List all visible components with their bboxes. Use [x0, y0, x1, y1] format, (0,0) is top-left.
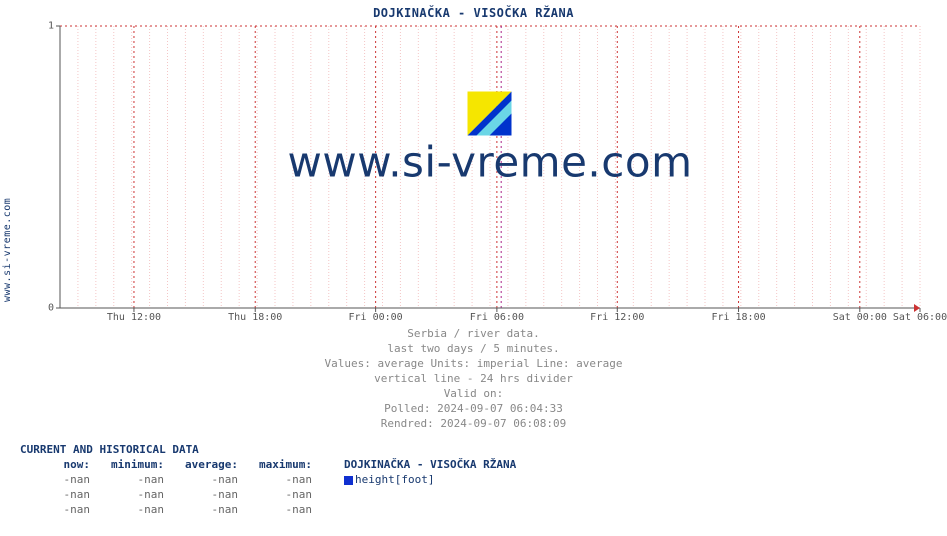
- series-row-label: [338, 487, 520, 502]
- data-cell: -nan: [242, 472, 316, 487]
- data-cell: -nan: [94, 487, 168, 502]
- x-tick-label: Fri 00:00: [349, 308, 403, 323]
- data-table: now:minimum:average:maximum: DOJKINAČKA -…: [20, 457, 520, 517]
- data-cell: -nan: [242, 487, 316, 502]
- plot-area: www.si-vreme.com 0 1 Thu 12:00Thu 18:00F…: [60, 26, 920, 308]
- chart-panel: www.si-vreme.com DOJKINAČKA - VISOČKA RŽ…: [0, 0, 947, 536]
- side-url-label: www.si-vreme.com: [2, 170, 12, 330]
- meta-line: last two days / 5 minutes.: [0, 341, 947, 356]
- table-row: -nan-nan-nan-nan: [20, 487, 520, 502]
- series-title: DOJKINAČKA - VISOČKA RŽANA: [338, 457, 520, 472]
- data-col-header: now:: [20, 457, 94, 472]
- x-tick-label: Fri 06:00: [470, 308, 524, 323]
- data-cell: -nan: [242, 502, 316, 517]
- data-cell: -nan: [168, 502, 242, 517]
- series-row-label: [338, 502, 520, 517]
- data-cell: -nan: [20, 472, 94, 487]
- data-cell: -nan: [94, 502, 168, 517]
- data-col-header: average:: [168, 457, 242, 472]
- data-cell: -nan: [20, 487, 94, 502]
- x-tick-label: Thu 12:00: [107, 308, 161, 323]
- x-tick-label: Thu 18:00: [228, 308, 282, 323]
- y-tick-label: 0: [48, 303, 60, 314]
- meta-line: Serbia / river data.: [0, 326, 947, 341]
- data-cell: -nan: [94, 472, 168, 487]
- meta-line: Values: average Units: imperial Line: av…: [0, 356, 947, 371]
- data-block-heading: CURRENT AND HISTORICAL DATA: [20, 442, 520, 457]
- data-col-header: minimum:: [94, 457, 168, 472]
- table-row: -nan-nan-nan-nan: [20, 502, 520, 517]
- meta-line: Polled: 2024-09-07 06:04:33: [0, 401, 947, 416]
- meta-line: Valid on:: [0, 386, 947, 401]
- data-cell: -nan: [20, 502, 94, 517]
- y-tick-label: 1: [48, 21, 60, 32]
- meta-line: Rendred: 2024-09-07 06:08:09: [0, 416, 947, 431]
- plot-svg: [60, 26, 920, 308]
- x-tick-label: Sat 06:00: [893, 308, 947, 323]
- data-block: CURRENT AND HISTORICAL DATA now:minimum:…: [20, 442, 520, 517]
- data-cell: -nan: [168, 472, 242, 487]
- data-col-header: maximum:: [242, 457, 316, 472]
- data-cell: -nan: [168, 487, 242, 502]
- x-tick-label: Fri 12:00: [590, 308, 644, 323]
- x-tick-label: Fri 18:00: [711, 308, 765, 323]
- series-row-label: height[foot]: [338, 472, 520, 487]
- color-swatch-icon: [344, 476, 353, 485]
- chart-meta: Serbia / river data.last two days / 5 mi…: [0, 326, 947, 431]
- x-tick-label: Sat 00:00: [833, 308, 887, 323]
- meta-line: vertical line - 24 hrs divider: [0, 371, 947, 386]
- chart-title: DOJKINAČKA - VISOČKA RŽANA: [0, 6, 947, 20]
- table-row: -nan-nan-nan-nanheight[foot]: [20, 472, 520, 487]
